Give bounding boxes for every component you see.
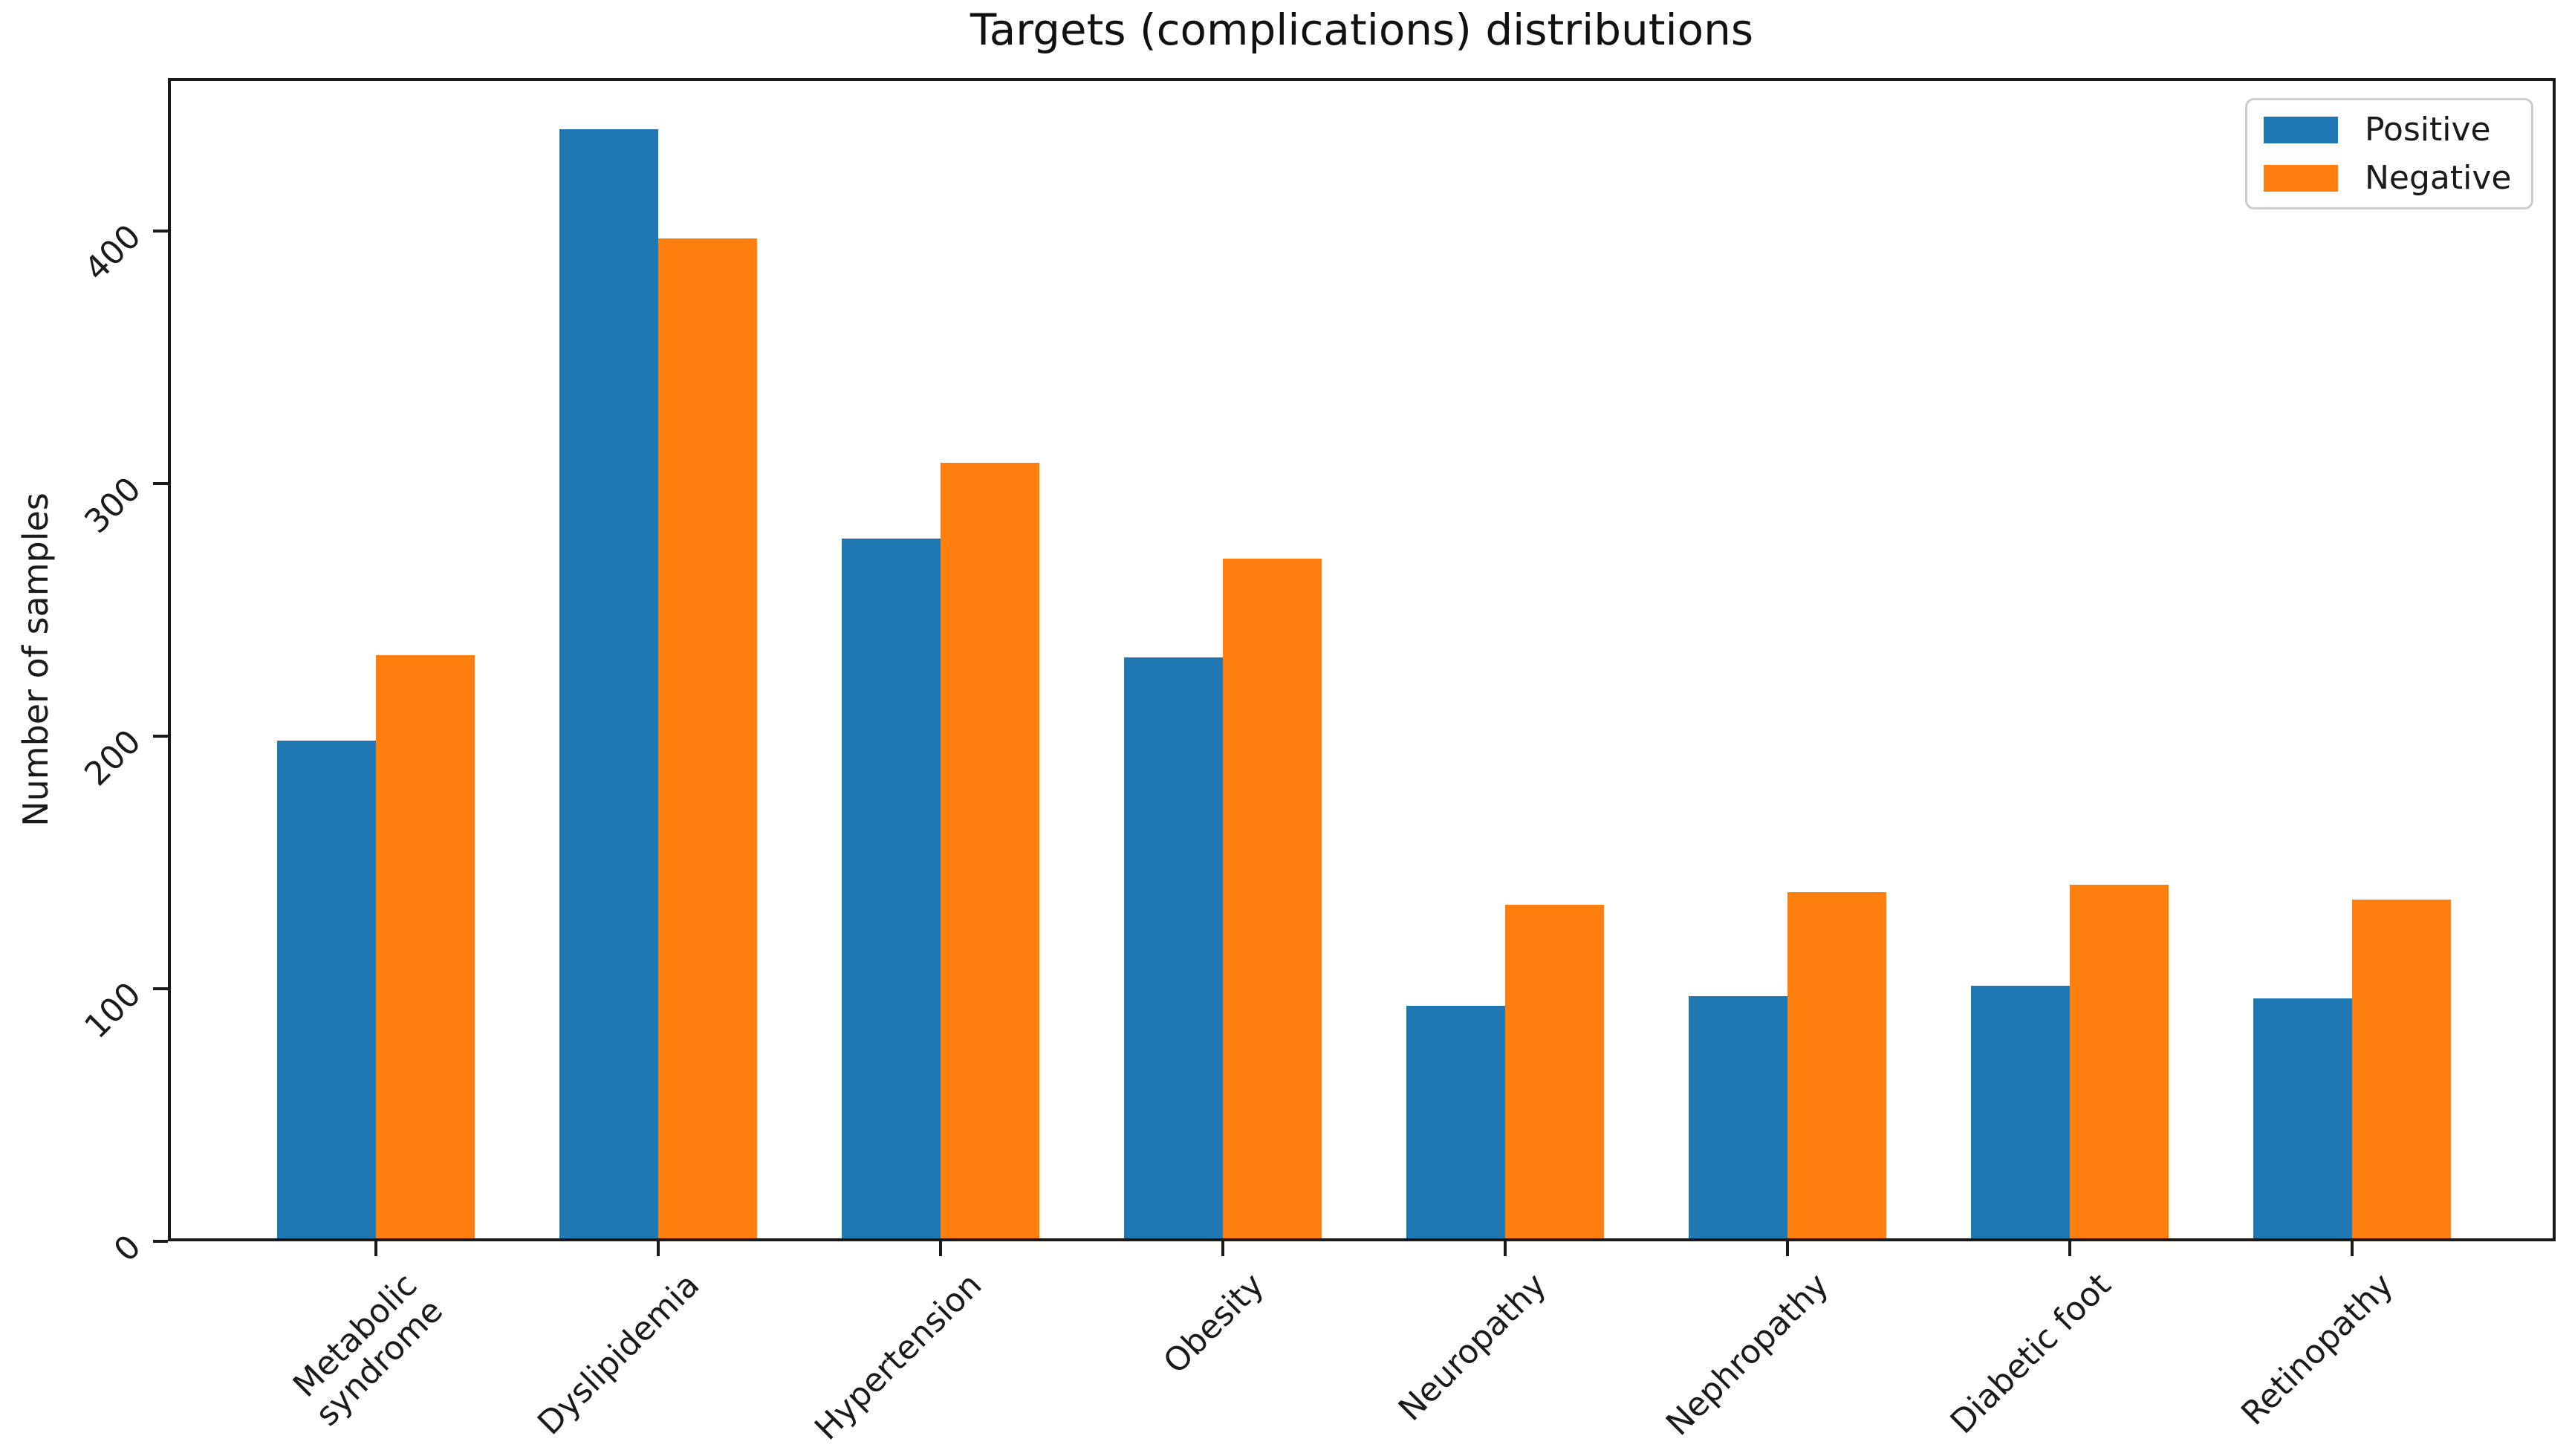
x-tick-mark: [374, 1241, 377, 1256]
bar-negative-0: [376, 655, 475, 1238]
x-tick-mark: [1221, 1241, 1224, 1256]
y-tick-mark: [153, 987, 168, 990]
y-tick-mark: [153, 482, 168, 485]
chart-title: Targets (complications) distributions: [970, 4, 1754, 55]
legend: Positive Negative: [2245, 98, 2533, 209]
y-tick-label: 0: [106, 1227, 149, 1270]
y-tick-mark: [153, 230, 168, 233]
legend-item-positive: Positive: [2264, 111, 2515, 149]
y-tick-mark: [153, 1240, 168, 1243]
bar-positive-6: [1971, 986, 2070, 1238]
bar-positive-2: [842, 539, 941, 1238]
bar-negative-1: [658, 238, 757, 1238]
bar-negative-6: [2070, 885, 2169, 1238]
legend-label-negative: Negative: [2365, 159, 2512, 197]
bar-negative-4: [1505, 905, 1604, 1238]
y-tick-mark: [153, 735, 168, 738]
x-tick-label: Metabolic syndrome: [285, 1266, 451, 1434]
bar-positive-0: [277, 741, 376, 1238]
legend-label-positive: Positive: [2365, 111, 2491, 149]
legend-swatch-negative: [2264, 164, 2338, 192]
legend-swatch-positive: [2264, 116, 2338, 143]
bar-negative-2: [941, 463, 1039, 1238]
x-tick-mark: [2351, 1241, 2354, 1256]
bar-positive-4: [1406, 1006, 1505, 1238]
x-tick-mark: [939, 1241, 942, 1256]
y-tick-label: 400: [77, 217, 149, 289]
bar-positive-7: [2253, 998, 2352, 1238]
plot-area: [168, 78, 2556, 1241]
x-tick-mark: [657, 1241, 660, 1256]
x-tick-mark: [1504, 1241, 1507, 1256]
bar-positive-3: [1124, 657, 1223, 1238]
bar-negative-7: [2352, 900, 2451, 1238]
bar-negative-3: [1223, 559, 1322, 1238]
x-tick-mark: [1786, 1241, 1789, 1256]
bar-negative-5: [1787, 892, 1886, 1238]
bar-positive-5: [1689, 996, 1787, 1238]
x-tick-mark: [2068, 1241, 2071, 1256]
legend-item-negative: Negative: [2264, 159, 2515, 197]
bar-positive-1: [559, 129, 658, 1238]
y-tick-label: 100: [77, 975, 149, 1047]
